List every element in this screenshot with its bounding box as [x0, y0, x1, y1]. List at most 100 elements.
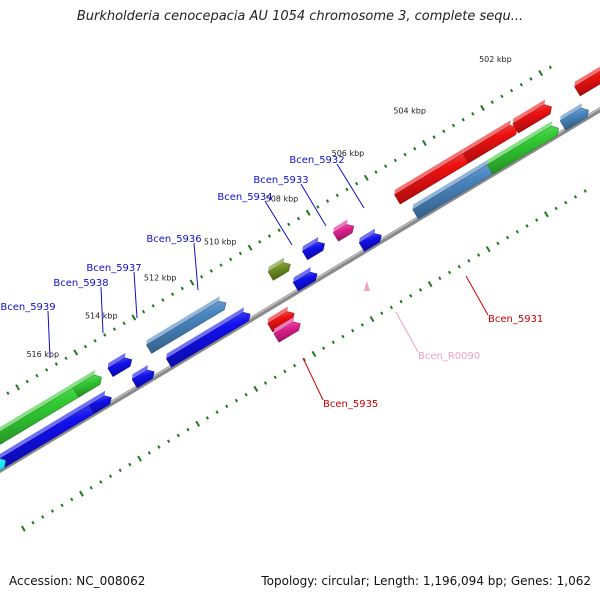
- scale-label: 508 kbp: [266, 195, 299, 204]
- feature-bcen-5937-top: [107, 352, 126, 369]
- lower-tick-mark: [467, 259, 471, 263]
- upper-tick-mark: [480, 104, 485, 112]
- lower-tick-mark: [409, 293, 413, 298]
- lower-tick-mark: [418, 288, 423, 292]
- upper-tick-mark: [122, 321, 126, 326]
- lower-tick-mark: [283, 369, 287, 374]
- feature-blue-lower-3: [131, 369, 155, 389]
- lower-tick-mark: [515, 229, 519, 234]
- lower-tick-mark: [225, 404, 229, 409]
- upper-tick-mark: [538, 69, 544, 77]
- feature-bcen-5932: [332, 224, 355, 242]
- upper-tick-mark: [238, 251, 243, 256]
- lower-tick-mark: [564, 200, 568, 205]
- feature-bcen-5937: [107, 357, 133, 378]
- topology-text: Topology: circular; Length: 1,196,094 bp…: [261, 574, 591, 588]
- upper-tick-mark: [151, 304, 155, 308]
- lower-tick-mark: [321, 346, 326, 350]
- feature-steelblue-lower-top: [560, 103, 583, 121]
- feature-red-upper-1-top: [394, 148, 464, 195]
- upper-tick-mark: [393, 158, 397, 163]
- feature-blue-lower-2-top: [89, 390, 106, 406]
- gene-label-leader: [465, 275, 489, 316]
- gene-label: Bcen_5938: [53, 278, 108, 289]
- upper-tick-mark: [413, 146, 417, 151]
- lower-tick-mark: [60, 503, 64, 508]
- gene-label-leader: [47, 310, 51, 359]
- gene-label: Bcen_5933: [253, 175, 308, 186]
- upper-tick-mark: [461, 117, 465, 122]
- gene-label: Bcen_5934: [217, 192, 272, 203]
- upper-tick-mark: [287, 222, 291, 227]
- lower-tick-mark: [331, 340, 335, 345]
- upper-tick-mark: [305, 209, 311, 216]
- gene-label: Bcen_5931: [488, 314, 543, 325]
- lower-tick-mark: [50, 509, 55, 513]
- lower-tick-mark: [205, 416, 210, 420]
- upper-tick-mark: [219, 263, 223, 267]
- upper-tick-mark: [93, 338, 97, 343]
- lower-tick-mark: [70, 497, 74, 502]
- lower-tick-mark: [167, 439, 171, 444]
- lower-tick-mark: [263, 381, 268, 385]
- lower-tick-mark: [535, 218, 539, 222]
- upper-tick-mark: [500, 94, 504, 99]
- lower-tick-mark: [457, 264, 461, 269]
- upper-tick-mark: [170, 292, 175, 297]
- upper-tick-mark: [277, 228, 281, 233]
- upper-tick-mark: [325, 199, 330, 203]
- scale-label: 502 kbp: [479, 55, 512, 64]
- lower-tick-mark: [253, 385, 259, 392]
- gene-label: Bcen_R0090: [418, 351, 480, 362]
- feature-blue-lower-1-top: [0, 400, 90, 459]
- feature-blue-lower-6: [358, 233, 382, 252]
- upper-tick-mark: [83, 344, 88, 349]
- upper-tick-mark: [189, 279, 195, 286]
- upper-tick-mark: [363, 174, 369, 181]
- lower-tick-mark: [438, 276, 442, 281]
- upper-tick-mark: [267, 234, 272, 238]
- lower-tick-mark: [543, 211, 549, 218]
- feature-red-upper-3-top: [512, 99, 545, 124]
- feature-bcen-5933: [302, 241, 325, 261]
- feature-blue-lower-2: [88, 395, 112, 414]
- gene-label-leader: [193, 242, 199, 291]
- accession-text: Accession: NC_008062: [9, 574, 146, 588]
- upper-tick-mark: [490, 100, 494, 104]
- feature-red-upper-4: [574, 70, 600, 97]
- scale-label: 506 kbp: [332, 149, 365, 158]
- lower-tick-mark: [215, 410, 219, 414]
- lower-tick-mark: [360, 323, 364, 327]
- upper-tick-mark: [161, 298, 165, 302]
- lower-tick-mark: [31, 520, 35, 525]
- lower-tick-mark: [244, 392, 248, 397]
- upper-tick-mark: [209, 269, 213, 273]
- feature-bcen-r0090: [363, 280, 370, 291]
- gene-label: Bcen_5936: [146, 234, 201, 245]
- feature-bcen-5936: [146, 300, 227, 354]
- map-title: Burkholderia cenocepacia AU 1054 chromos…: [76, 9, 524, 24]
- upper-tick-mark: [384, 164, 388, 168]
- lower-tick-mark: [583, 189, 587, 193]
- lower-tick-mark: [427, 281, 433, 288]
- gene-label-leader: [395, 311, 419, 353]
- lower-tick-mark: [79, 490, 84, 497]
- lower-tick-mark: [476, 253, 481, 257]
- upper-tick-mark: [141, 309, 146, 314]
- upper-tick-mark: [471, 112, 475, 116]
- lower-tick-mark: [369, 315, 375, 323]
- feature-red-lower-lane: [267, 311, 295, 333]
- lower-tick-mark: [273, 375, 277, 380]
- scale-label: 514 kbp: [85, 311, 118, 320]
- gene-label-leader: [100, 286, 104, 334]
- upper-tick-mark: [403, 152, 407, 157]
- feature-blue-lower-5-top: [293, 267, 311, 283]
- upper-tick-mark: [442, 129, 446, 134]
- feature-bcen-5938: [72, 374, 102, 398]
- feature-green-lower: [486, 125, 559, 175]
- upper-tick-mark: [374, 170, 378, 174]
- upper-tick-mark: [354, 181, 359, 186]
- lower-tick-mark: [485, 246, 491, 253]
- upper-tick-mark: [529, 77, 533, 81]
- feature-blue-lower-6-top: [359, 228, 376, 243]
